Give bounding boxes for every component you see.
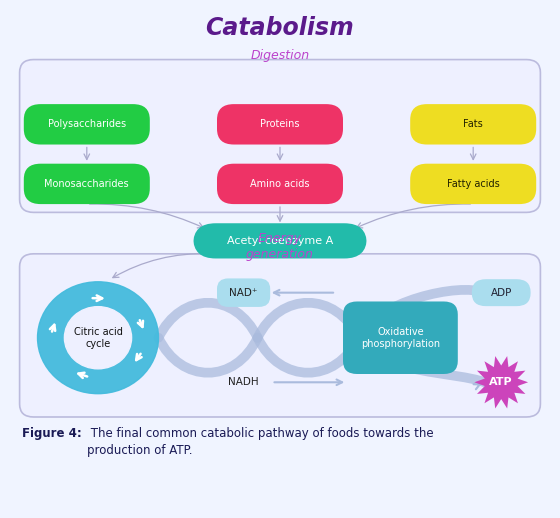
Text: Digestion: Digestion — [250, 49, 310, 62]
Text: Polysaccharides: Polysaccharides — [48, 119, 126, 130]
Text: ATP: ATP — [489, 377, 513, 387]
Circle shape — [38, 282, 158, 394]
FancyBboxPatch shape — [217, 104, 343, 145]
FancyBboxPatch shape — [24, 164, 150, 204]
Text: Figure 4:: Figure 4: — [22, 427, 82, 440]
Text: Oxidative
phosphorylation: Oxidative phosphorylation — [361, 327, 440, 349]
Text: ADP: ADP — [491, 287, 512, 298]
Text: Citric acid
cycle: Citric acid cycle — [73, 326, 123, 349]
Text: Monosaccharides: Monosaccharides — [44, 179, 129, 189]
FancyBboxPatch shape — [217, 164, 343, 204]
Circle shape — [64, 307, 132, 369]
Text: Acetyl coenzyme A: Acetyl coenzyme A — [227, 236, 333, 246]
FancyBboxPatch shape — [20, 254, 540, 417]
FancyBboxPatch shape — [343, 301, 458, 374]
Text: NADH: NADH — [228, 377, 259, 387]
Text: Amino acids: Amino acids — [250, 179, 310, 189]
FancyBboxPatch shape — [217, 279, 270, 307]
Text: Fats: Fats — [463, 119, 483, 130]
Text: Fatty acids: Fatty acids — [447, 179, 500, 189]
FancyBboxPatch shape — [24, 104, 150, 145]
Polygon shape — [474, 356, 528, 409]
Text: The final common catabolic pathway of foods towards the
production of ATP.: The final common catabolic pathway of fo… — [87, 427, 433, 457]
Text: Energy
generation: Energy generation — [246, 232, 314, 261]
Text: Catabolism: Catabolism — [206, 17, 354, 40]
FancyBboxPatch shape — [472, 279, 531, 306]
Text: Proteins: Proteins — [260, 119, 300, 130]
FancyBboxPatch shape — [410, 164, 536, 204]
FancyBboxPatch shape — [410, 104, 536, 145]
Text: NAD⁺: NAD⁺ — [230, 287, 258, 298]
FancyBboxPatch shape — [193, 223, 367, 258]
FancyBboxPatch shape — [20, 60, 540, 212]
